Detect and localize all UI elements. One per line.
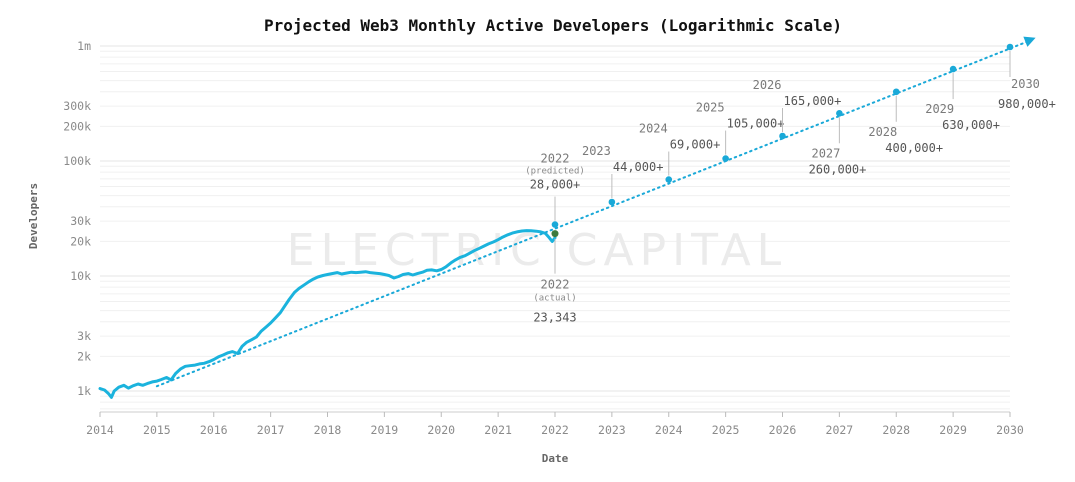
y-tick-label: 100k bbox=[63, 154, 91, 168]
projected-point bbox=[892, 88, 900, 96]
actual-value-label: 23,343 bbox=[533, 311, 576, 325]
year-label: 2030 bbox=[1011, 77, 1040, 91]
y-tick-label: 200k bbox=[63, 119, 91, 133]
x-tick-label: 2026 bbox=[769, 423, 797, 437]
x-tick-label: 2028 bbox=[882, 423, 910, 437]
value-label: 260,000+ bbox=[809, 162, 867, 176]
y-tick-label: 1m bbox=[77, 39, 91, 53]
x-axis: 2014 2015 2016 2017 2018 2019 2020 2021 2022 2023… bbox=[86, 411, 1024, 437]
value-label: 165,000+ bbox=[784, 94, 842, 108]
x-tick-label: 2022 bbox=[541, 423, 569, 437]
x-tick-label: 2017 bbox=[257, 423, 285, 437]
sub-label: (predicted) bbox=[525, 167, 585, 177]
year-label: 2028 bbox=[868, 125, 897, 139]
year-label: 2023 bbox=[582, 144, 611, 158]
value-label: 28,000+ bbox=[530, 178, 581, 192]
projection-arrowhead bbox=[1023, 36, 1036, 47]
x-tick-label: 2018 bbox=[314, 423, 342, 437]
actual-year-label: 2022 bbox=[541, 278, 570, 292]
actual-developers-line bbox=[98, 229, 557, 399]
y-axis-label: Developers bbox=[27, 183, 40, 249]
x-tick-label: 2015 bbox=[143, 423, 171, 437]
series-layer bbox=[98, 36, 1036, 399]
projected-point bbox=[551, 221, 559, 228]
projected-point bbox=[949, 65, 957, 73]
watermark-text: ELECTRIC CAPITAL bbox=[287, 225, 787, 276]
y-tick-label: 10k bbox=[70, 269, 91, 283]
year-label: 2022 bbox=[541, 152, 570, 166]
y-tick-label: 1k bbox=[77, 384, 91, 398]
projected-point bbox=[779, 132, 786, 140]
year-label: 2024 bbox=[639, 122, 668, 136]
x-tick-label: 2014 bbox=[86, 423, 114, 437]
projected-point bbox=[836, 109, 843, 117]
y-tick-label: 300k bbox=[63, 99, 91, 113]
projected-point bbox=[722, 155, 729, 162]
value-label: 69,000+ bbox=[670, 138, 721, 152]
x-tick-label: 2023 bbox=[598, 423, 626, 437]
projected-point bbox=[1006, 43, 1014, 51]
x-tick-label: 2024 bbox=[655, 423, 683, 437]
x-axis-label: Date bbox=[542, 452, 569, 465]
year-label: 2027 bbox=[811, 146, 840, 160]
y-tick-label: 20k bbox=[70, 234, 91, 248]
year-label: 2025 bbox=[696, 101, 725, 115]
value-label: 980,000+ bbox=[998, 97, 1056, 111]
projected-point bbox=[665, 176, 673, 183]
x-tick-label: 2020 bbox=[427, 423, 455, 437]
actual-point bbox=[551, 230, 559, 238]
y-axis: 1k 2k 3k 10k 20k 30k 100k 200k 300k 1m bbox=[63, 39, 91, 398]
x-tick-label: 2016 bbox=[200, 423, 228, 437]
value-label: 44,000+ bbox=[613, 160, 664, 174]
projected-point bbox=[608, 198, 616, 206]
projection-trendline bbox=[155, 39, 1031, 388]
year-label: 2026 bbox=[753, 78, 782, 92]
value-label: 105,000+ bbox=[727, 117, 785, 131]
x-tick-label: 2021 bbox=[484, 423, 512, 437]
x-tick-label: 2030 bbox=[996, 423, 1024, 437]
actual-sub-label: (actual) bbox=[533, 294, 576, 304]
x-tick-label: 2025 bbox=[712, 423, 740, 437]
value-label: 630,000+ bbox=[942, 118, 1000, 132]
x-tick-label: 2019 bbox=[371, 423, 399, 437]
y-tick-label: 3k bbox=[77, 329, 91, 343]
chart-title: Projected Web3 Monthly Active Developers… bbox=[264, 16, 842, 35]
y-tick-label: 30k bbox=[70, 214, 91, 228]
x-tick-label: 2029 bbox=[939, 423, 967, 437]
year-label: 2029 bbox=[925, 102, 954, 116]
y-tick-label: 2k bbox=[77, 349, 91, 363]
x-tick-label: 2027 bbox=[826, 423, 854, 437]
value-label: 400,000+ bbox=[885, 141, 943, 155]
